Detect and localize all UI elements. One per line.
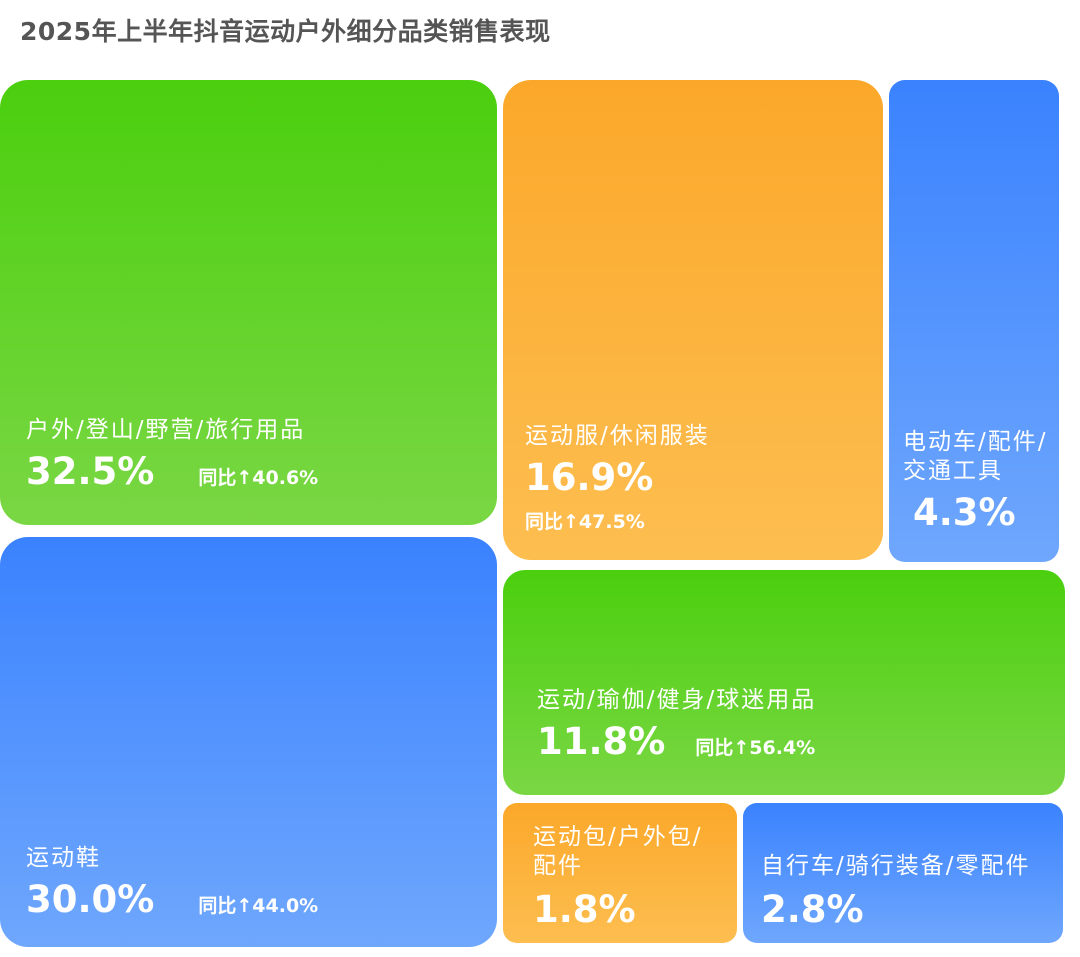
tile-yoy-growth: 同比↑47.5% bbox=[525, 511, 645, 533]
chart-title: 2025年上半年抖音运动户外细分品类销售表现 bbox=[20, 17, 551, 46]
tile-share-value: 30.0% bbox=[26, 878, 155, 921]
tile-label: 运动鞋 bbox=[26, 845, 101, 871]
treemap-tile: 运动鞋 30.0% 同比↑44.0% bbox=[0, 537, 497, 947]
tile-share-value: 2.8% bbox=[761, 888, 864, 931]
tile-label: 自行车/骑行装备/零配件 bbox=[761, 853, 1031, 879]
tile-share-value: 16.9% bbox=[525, 456, 654, 499]
tile-label: 运动/瑜伽/健身/球迷用品 bbox=[537, 687, 817, 713]
treemap-tile: 电动车/配件/交通工具 4.3% bbox=[889, 80, 1059, 562]
treemap-tile: 运动服/休闲服装 16.9% 同比↑47.5% bbox=[503, 80, 883, 560]
tile-label: 运动服/休闲服装 bbox=[525, 423, 710, 449]
treemap-tile: 运动/瑜伽/健身/球迷用品 11.8% 同比↑56.4% bbox=[503, 570, 1065, 795]
treemap-tile: 运动包/户外包/配件 1.8% bbox=[503, 803, 737, 943]
tile-label: 运动包/户外包/配件 bbox=[533, 824, 703, 879]
tile-share-value: 32.5% bbox=[26, 450, 155, 493]
tile-share-value: 11.8% bbox=[537, 720, 666, 763]
tile-label: 电动车/配件/交通工具 bbox=[903, 429, 1048, 484]
tile-share-value: 1.8% bbox=[533, 888, 636, 931]
tile-yoy-growth: 同比↑40.6% bbox=[198, 467, 319, 489]
treemap-tile: 户外/登山/野营/旅行用品 32.5% 同比↑40.6% bbox=[0, 80, 497, 525]
tile-label: 户外/登山/野营/旅行用品 bbox=[26, 417, 306, 443]
tile-yoy-growth: 同比↑56.4% bbox=[695, 737, 816, 759]
treemap-tile: 自行车/骑行装备/零配件 2.8% bbox=[743, 803, 1063, 943]
tile-share-value: 4.3% bbox=[913, 491, 1016, 534]
tile-yoy-growth: 同比↑44.0% bbox=[198, 895, 319, 917]
